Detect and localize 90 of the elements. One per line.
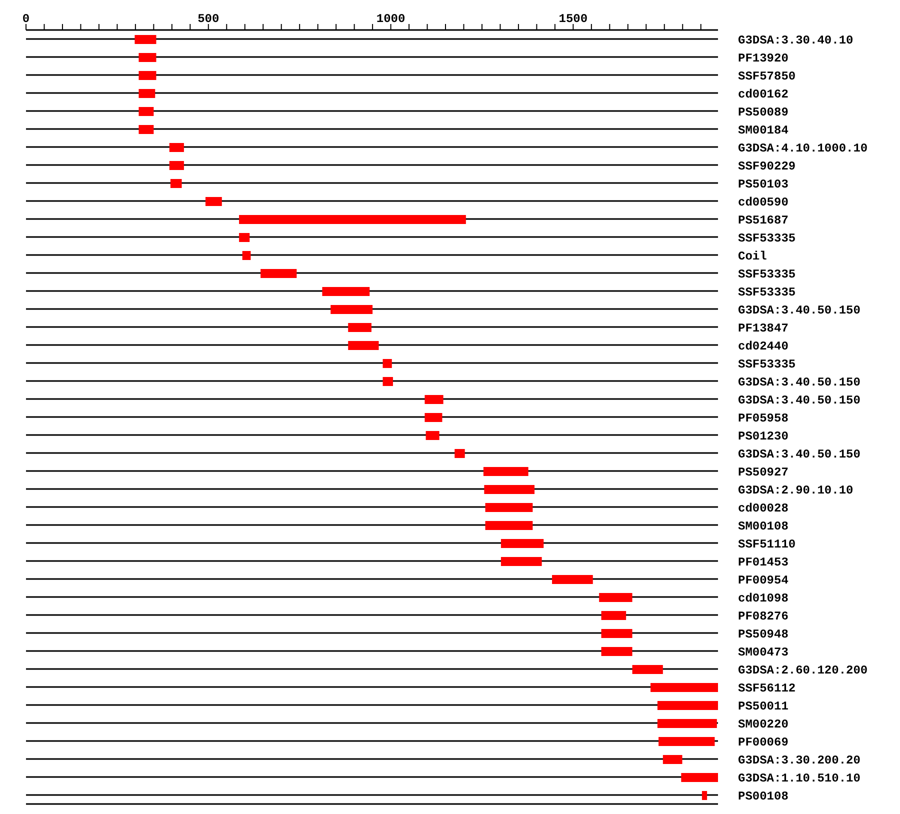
y-tick-label: SM00108	[738, 519, 788, 534]
bar	[260, 269, 297, 278]
y-tick-label: PS50011	[738, 699, 788, 714]
y-tick-label: G3DSA:3.40.50.150	[738, 303, 860, 318]
bar	[599, 593, 632, 602]
bar	[239, 233, 250, 242]
y-tick-label: cd01098	[738, 591, 788, 606]
y-tick-label: PS51687	[738, 213, 788, 228]
bar	[330, 305, 373, 314]
bar	[601, 647, 632, 656]
bar	[454, 449, 465, 458]
y-tick-label: PF01453	[738, 555, 788, 570]
y-tick-label: PS00108	[738, 789, 788, 804]
bar	[138, 53, 156, 62]
y-tick-label: SSF57850	[738, 69, 796, 84]
y-tick-label: SM00184	[738, 123, 788, 138]
bar	[382, 359, 392, 368]
bar	[483, 467, 528, 476]
y-tick-label: PF08276	[738, 609, 788, 624]
bar	[348, 323, 372, 332]
y-tick-label: SSF53335	[738, 267, 796, 282]
bar	[138, 89, 156, 98]
bar	[702, 791, 708, 800]
bar	[322, 287, 370, 296]
bar	[382, 377, 393, 386]
y-tick-label: PS50103	[738, 177, 788, 192]
bar	[601, 611, 626, 620]
y-tick-label: PS50089	[738, 105, 788, 120]
y-tick-label: PF00954	[738, 573, 788, 588]
bar	[601, 629, 632, 638]
x-tick-label: 1000	[376, 12, 406, 26]
y-tick-label: SSF53335	[738, 231, 796, 246]
y-tick-label: PS50927	[738, 465, 788, 480]
y-tick-label: PF13920	[738, 51, 788, 66]
y-tick-label: G3DSA:2.90.10.10	[738, 483, 854, 498]
bar	[239, 215, 466, 224]
bar	[205, 197, 222, 206]
bar	[657, 719, 717, 728]
bar	[485, 503, 533, 512]
bar	[650, 683, 718, 692]
y-tick-label: SSF53335	[738, 285, 796, 300]
bar	[169, 161, 184, 170]
bar	[681, 773, 718, 782]
bar	[242, 251, 251, 260]
y-tick-label: SSF51110	[738, 537, 796, 552]
y-tick-label: G3DSA:4.10.1000.10	[738, 141, 868, 156]
y-tick-label: cd00028	[738, 501, 788, 516]
y-tick-label: cd00162	[738, 87, 788, 102]
bar	[138, 125, 154, 134]
y-tick-label: cd02440	[738, 339, 788, 354]
bar	[500, 539, 544, 548]
bar	[632, 665, 663, 674]
y-tick-label: G3DSA:3.40.50.150	[738, 447, 860, 462]
x-tick-label: 500	[198, 12, 220, 26]
y-tick-label: G3DSA:2.60.120.200	[738, 663, 868, 678]
y-tick-label: PS01230	[738, 429, 788, 444]
bar	[658, 737, 715, 746]
bar	[424, 413, 442, 422]
bar	[657, 701, 718, 710]
x-tick-label: 1500	[558, 12, 588, 26]
bar	[426, 431, 440, 440]
y-tick-label: G3DSA:3.30.40.10	[738, 33, 854, 48]
y-tick-label: SSF56112	[738, 681, 796, 696]
bar	[484, 485, 535, 494]
y-tick-label: SM00473	[738, 645, 788, 660]
y-tick-label: Coil	[738, 249, 767, 264]
y-tick-label: PF13847	[738, 321, 788, 336]
y-tick-label: SSF53335	[738, 357, 796, 372]
bar	[500, 557, 542, 566]
y-tick-label: G3DSA:1.10.510.10	[738, 771, 860, 786]
bar	[169, 143, 184, 152]
bar	[138, 107, 154, 116]
bar	[170, 179, 182, 188]
bar	[134, 35, 156, 44]
y-tick-label: SSF90229	[738, 159, 796, 174]
y-tick-label: PF05958	[738, 411, 788, 426]
bar	[552, 575, 593, 584]
bar	[424, 395, 444, 404]
bar	[138, 71, 156, 80]
y-tick-label: PS50948	[738, 627, 788, 642]
x-tick-label: 0	[22, 12, 30, 26]
y-tick-label: SM00220	[738, 717, 788, 732]
y-tick-label: G3DSA:3.40.50.150	[738, 393, 860, 408]
y-tick-label: G3DSA:3.30.200.20	[738, 753, 860, 768]
bar	[348, 341, 379, 350]
y-tick-label: PF00069	[738, 735, 788, 750]
y-tick-label: cd00590	[738, 195, 788, 210]
bar	[485, 521, 533, 530]
y-tick-label: G3DSA:3.40.50.150	[738, 375, 860, 390]
bar	[662, 755, 682, 764]
